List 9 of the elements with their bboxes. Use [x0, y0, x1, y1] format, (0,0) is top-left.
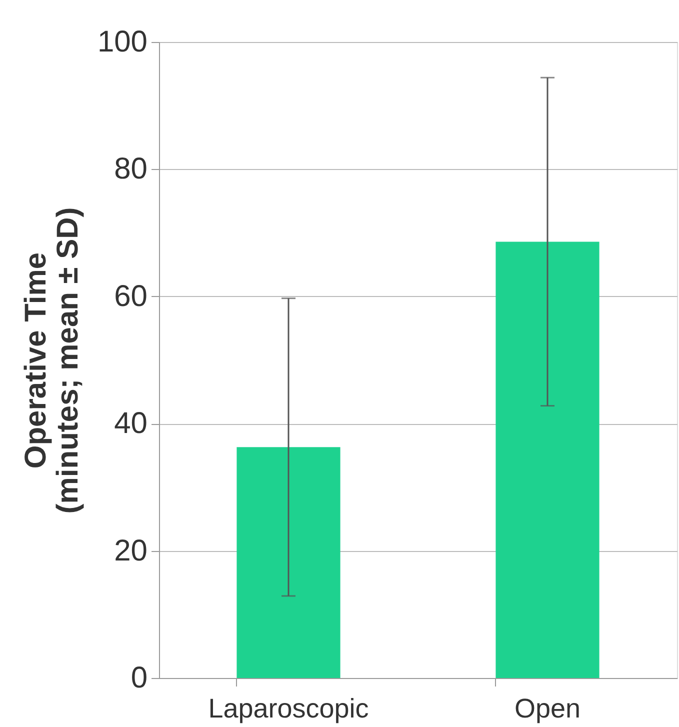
y-tick-label: 0 [130, 662, 148, 694]
x-tick-label: Open [514, 694, 581, 724]
x-tick-label: Laparoscopic [208, 694, 369, 724]
y-tick-label: 80 [114, 152, 148, 186]
y-tick-label: 100 [97, 26, 148, 58]
y-axis-title: Operative Time (minutes; mean ± SD) [19, 207, 84, 514]
y-tick-label: 40 [114, 407, 148, 440]
y-tick-label: 20 [114, 534, 148, 568]
y-tick-label: 60 [114, 280, 148, 313]
